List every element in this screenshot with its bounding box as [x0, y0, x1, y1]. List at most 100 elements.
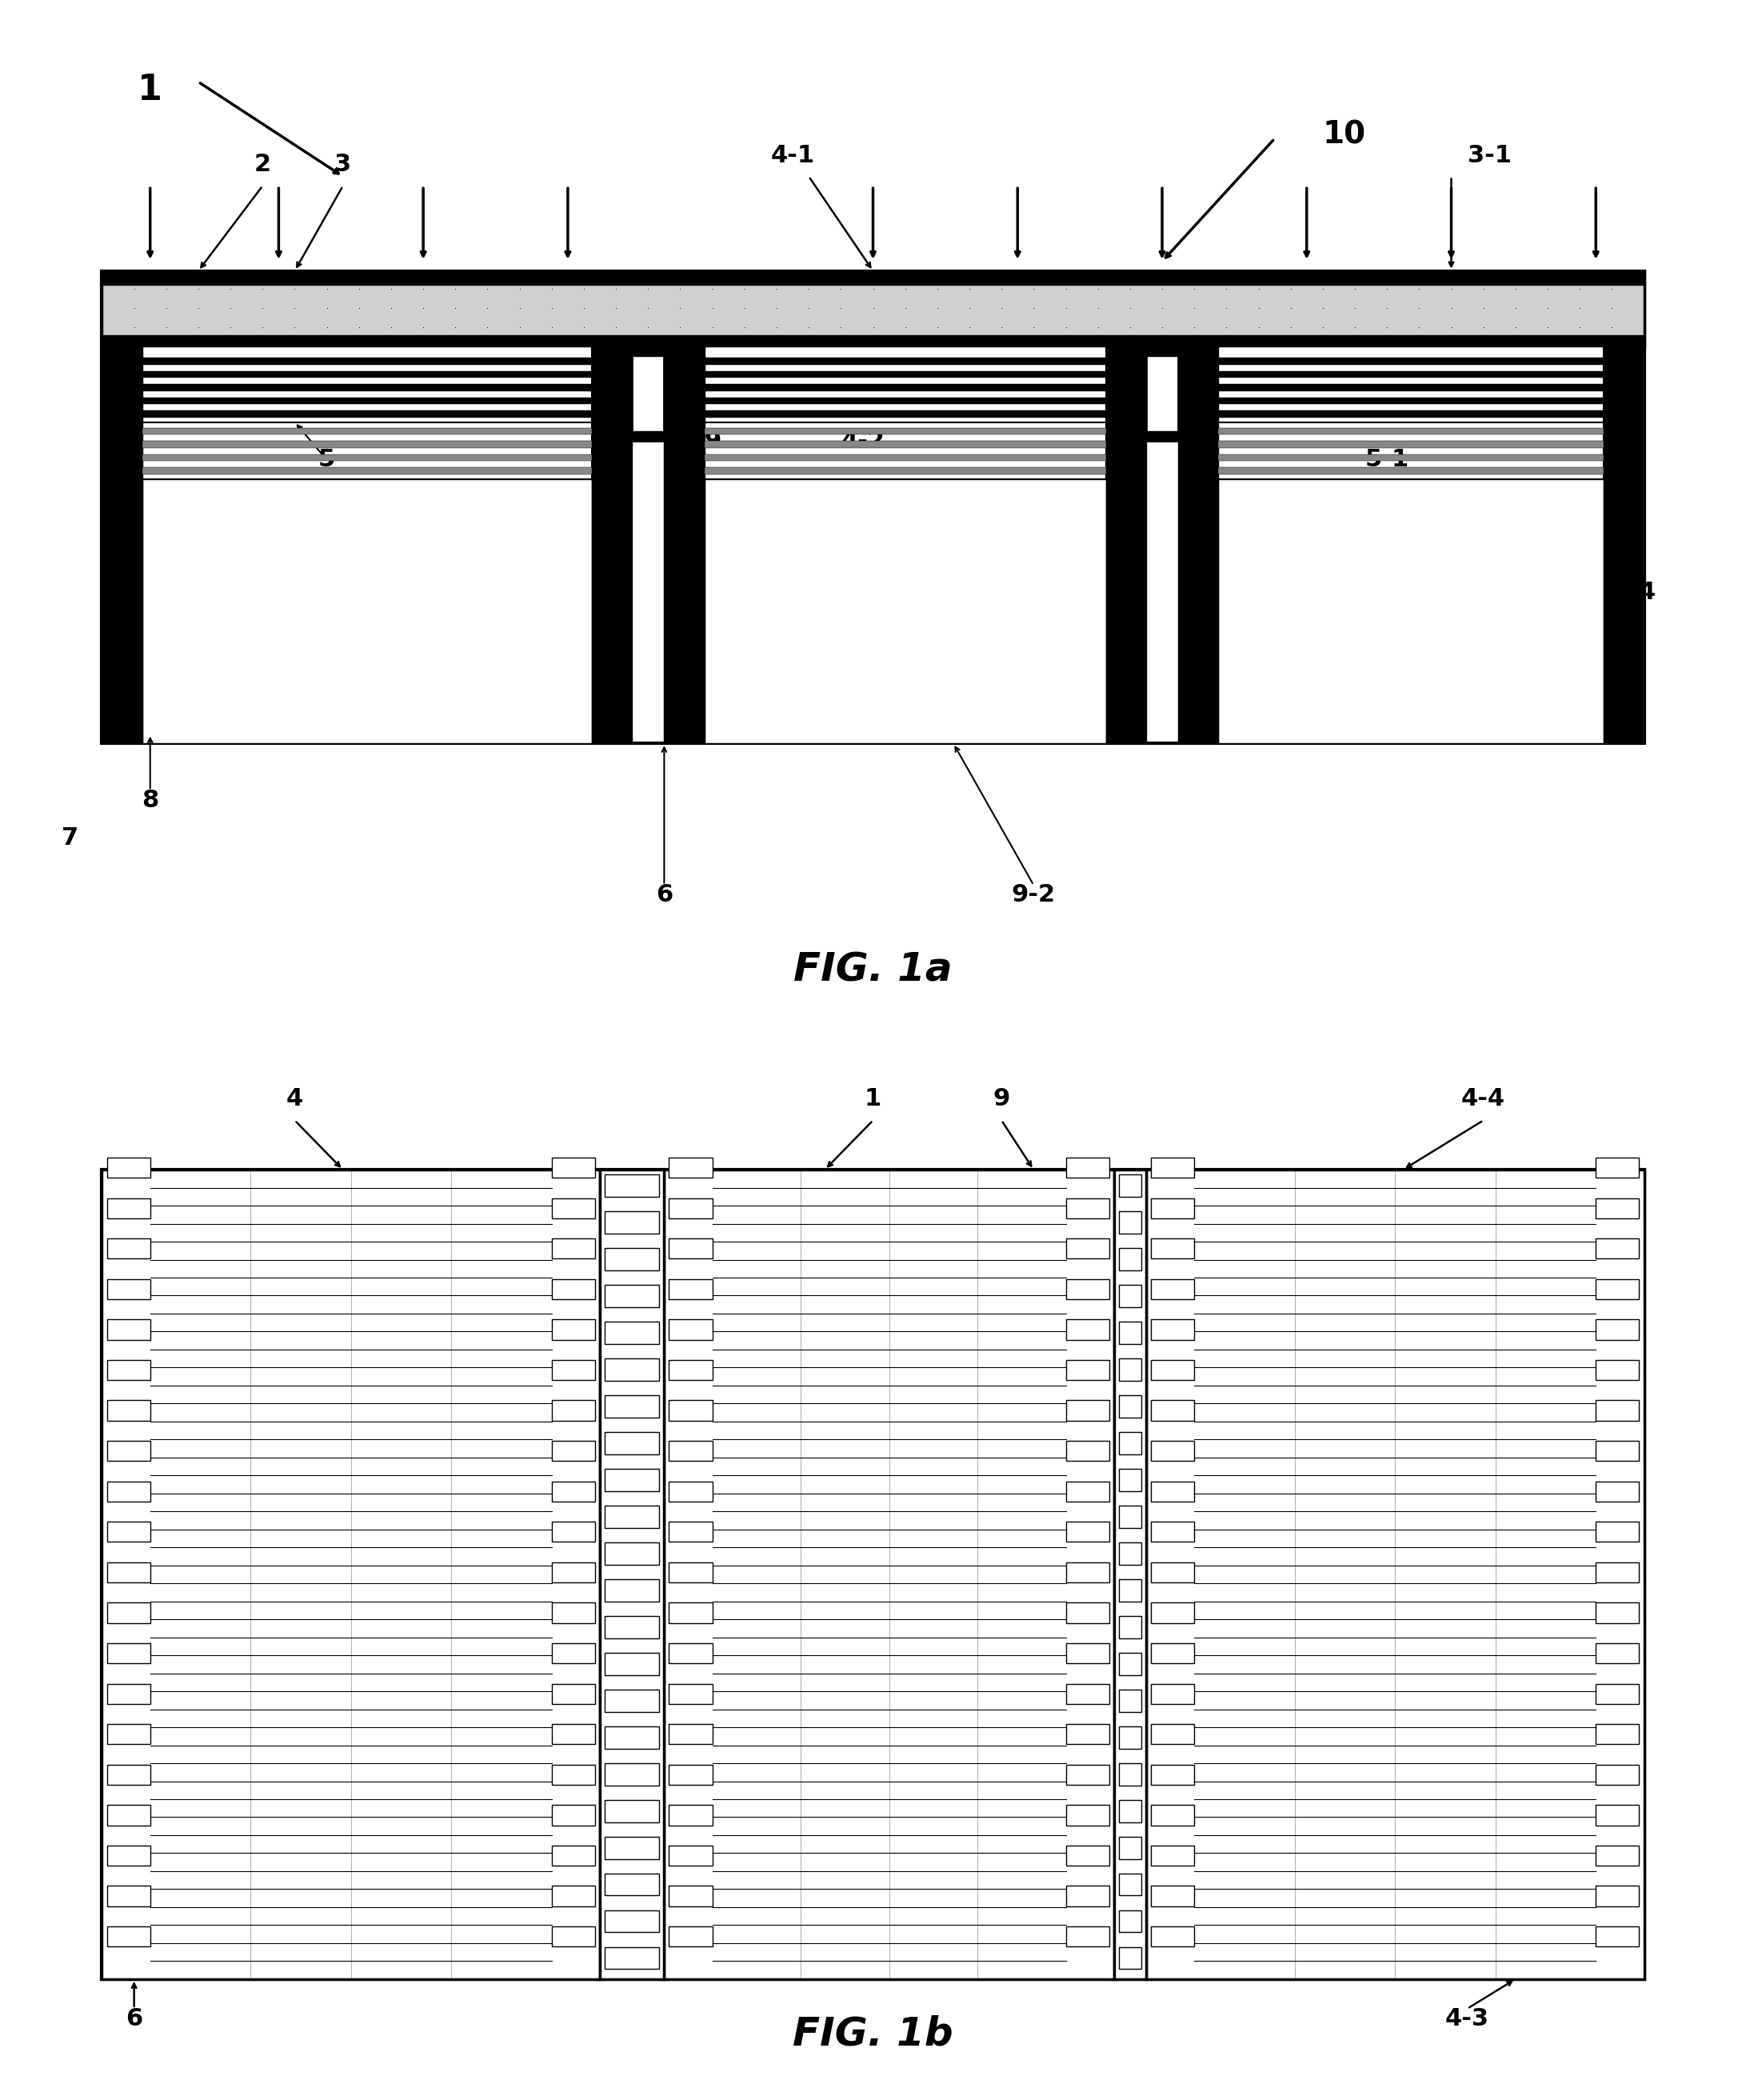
Bar	[1151, 1724, 1194, 1745]
Bar	[704, 422, 1105, 479]
Bar	[704, 384, 1105, 391]
Bar	[1119, 1174, 1142, 1197]
Text: 1: 1	[864, 1088, 882, 1111]
Bar	[604, 1726, 660, 1749]
Bar	[1151, 1239, 1194, 1258]
Bar	[669, 1846, 712, 1865]
Bar	[107, 1319, 150, 1340]
Bar	[669, 1926, 712, 1947]
Bar	[602, 1170, 662, 1189]
Bar	[1219, 454, 1605, 460]
Bar	[1596, 1926, 1639, 1947]
Bar	[1151, 1522, 1194, 1541]
Bar	[141, 397, 592, 403]
Bar	[1119, 1947, 1142, 1970]
Bar	[704, 412, 1105, 418]
Bar	[704, 468, 1105, 475]
Bar	[1119, 1800, 1142, 1823]
Bar	[1119, 1911, 1142, 1932]
Bar	[1151, 1764, 1194, 1785]
Bar	[604, 1541, 660, 1564]
Bar	[1117, 1796, 1144, 1814]
Bar	[1065, 1806, 1109, 1825]
Bar	[1179, 346, 1219, 743]
Bar	[1119, 1432, 1142, 1453]
Bar	[704, 346, 1105, 422]
Bar	[602, 1317, 662, 1336]
Bar	[141, 384, 592, 391]
Bar	[602, 1611, 662, 1630]
Bar	[1119, 1285, 1142, 1306]
Bar	[552, 1764, 595, 1785]
Bar	[604, 1174, 660, 1197]
Bar	[107, 1441, 150, 1462]
Bar	[107, 1886, 150, 1907]
Bar	[1219, 412, 1605, 418]
Bar	[669, 1361, 712, 1380]
Bar	[704, 372, 1105, 378]
Bar	[1596, 1846, 1639, 1865]
Bar	[1117, 1207, 1144, 1224]
Bar	[1117, 1869, 1144, 1888]
Bar	[1119, 1359, 1142, 1380]
Bar	[1119, 1690, 1142, 1711]
Bar	[1065, 1522, 1109, 1541]
Bar	[602, 1684, 662, 1703]
Bar	[1151, 1157, 1194, 1178]
Bar	[604, 1468, 660, 1491]
Bar	[1151, 1319, 1194, 1340]
Bar	[1065, 1764, 1109, 1785]
Text: 6: 6	[656, 882, 672, 907]
Bar	[552, 1886, 595, 1907]
Bar	[1117, 1354, 1144, 1371]
Bar	[669, 1239, 712, 1258]
Bar	[604, 1764, 660, 1785]
Text: 2: 2	[255, 153, 271, 176]
Bar	[101, 346, 141, 743]
Bar	[1117, 1317, 1144, 1336]
Bar	[1119, 1247, 1142, 1270]
Bar	[1596, 1441, 1639, 1462]
Text: 4: 4	[286, 1088, 304, 1111]
Bar	[604, 1321, 660, 1344]
Bar	[1219, 372, 1605, 378]
Bar	[602, 1869, 662, 1888]
Bar	[1219, 346, 1605, 422]
Bar	[1117, 1464, 1144, 1483]
Bar	[1151, 1197, 1194, 1218]
Text: 10: 10	[1323, 120, 1365, 149]
Bar	[1119, 1617, 1142, 1638]
Bar	[1117, 1170, 1144, 1189]
Bar	[552, 1684, 595, 1703]
Bar	[663, 346, 704, 743]
Bar	[669, 1724, 712, 1745]
Bar	[552, 1157, 595, 1178]
Bar	[141, 346, 592, 422]
Text: 1: 1	[138, 71, 162, 107]
Bar	[1219, 397, 1605, 403]
Bar	[704, 454, 1105, 460]
Bar	[1119, 1838, 1142, 1858]
Bar	[1117, 1611, 1144, 1630]
Bar	[107, 1522, 150, 1541]
Bar	[1596, 1724, 1639, 1745]
Bar	[552, 1361, 595, 1380]
Bar	[604, 1800, 660, 1823]
Bar	[1065, 1239, 1109, 1258]
Bar	[604, 1359, 660, 1380]
Bar	[1145, 346, 1179, 441]
Text: 4-4: 4-4	[1612, 580, 1655, 605]
Text: 4-3: 4-3	[1446, 2008, 1489, 2031]
Bar	[107, 1239, 150, 1258]
Bar	[669, 1480, 712, 1502]
Bar	[141, 372, 592, 378]
Bar	[1065, 1562, 1109, 1583]
Bar	[669, 1806, 712, 1825]
Bar	[1219, 357, 1605, 365]
Text: 8: 8	[141, 788, 159, 813]
Bar	[552, 1480, 595, 1502]
Text: FIG. 1a: FIG. 1a	[794, 951, 952, 989]
Bar	[1151, 1401, 1194, 1420]
Bar	[1151, 1846, 1194, 1865]
Text: 3: 3	[335, 153, 351, 176]
